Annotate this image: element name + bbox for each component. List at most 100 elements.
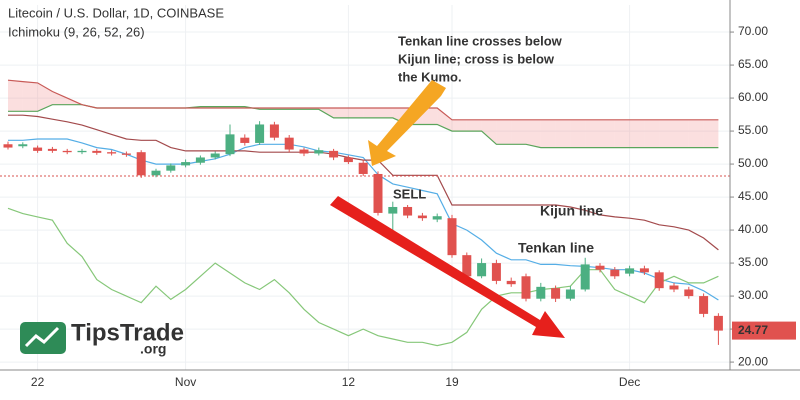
logo-icon bbox=[20, 322, 66, 354]
cloud-segment bbox=[52, 91, 68, 105]
candle-body bbox=[447, 218, 457, 256]
candles bbox=[3, 121, 723, 345]
candle-body bbox=[432, 216, 442, 220]
candle-body bbox=[18, 144, 28, 147]
candle-body bbox=[121, 153, 131, 155]
logo: TipsTrade .org bbox=[20, 319, 184, 357]
annotation-line: the Kumo. bbox=[398, 69, 462, 84]
cloud-segment bbox=[437, 107, 452, 132]
y-tick-label: 60.00 bbox=[738, 90, 768, 104]
annotation-line: Kijun line; cross is below bbox=[398, 51, 555, 66]
candle-body bbox=[595, 265, 605, 270]
x-tick-label: 19 bbox=[445, 375, 459, 389]
candle-body bbox=[151, 170, 161, 176]
candle-body bbox=[639, 268, 649, 273]
cloud-segment bbox=[466, 119, 482, 132]
cloud-segment bbox=[422, 107, 438, 125]
candle-body bbox=[654, 272, 664, 289]
cloud-segment bbox=[333, 107, 349, 118]
indicator-line bbox=[8, 114, 719, 251]
kijun-label: Kijun line bbox=[540, 203, 603, 219]
candle-body bbox=[388, 206, 398, 214]
cloud-segment bbox=[348, 107, 364, 118]
candle-body bbox=[684, 289, 694, 297]
x-tick-label: Dec bbox=[619, 375, 640, 389]
candle-body bbox=[699, 296, 709, 314]
cloud-segment bbox=[22, 81, 38, 112]
candle-body bbox=[551, 288, 561, 299]
x-tick-label: Nov bbox=[175, 375, 196, 389]
logo-name: TipsTrade bbox=[71, 319, 184, 346]
candle-body bbox=[713, 315, 723, 331]
axes: 20.0025.0030.0035.0040.0045.0050.0055.00… bbox=[31, 24, 796, 389]
candle-body bbox=[210, 153, 220, 158]
y-tick-label: 70.00 bbox=[738, 24, 768, 38]
y-tick-label: 35.00 bbox=[738, 255, 768, 269]
candle-body bbox=[107, 152, 117, 154]
cloud-segment bbox=[644, 119, 660, 148]
cloud-segment bbox=[614, 119, 630, 148]
candle-body bbox=[521, 276, 531, 299]
candle-body bbox=[62, 150, 72, 153]
annotation-line: Tenkan line crosses below bbox=[398, 33, 563, 48]
candle-body bbox=[166, 165, 176, 171]
candle-body bbox=[195, 157, 205, 163]
candle-body bbox=[269, 124, 279, 138]
y-tick-label: 50.00 bbox=[738, 156, 768, 170]
y-tick-label: 45.00 bbox=[738, 189, 768, 203]
chart-subtitle: Ichimoku (9, 26, 52, 26) bbox=[8, 24, 145, 39]
cloud-segment bbox=[363, 107, 378, 118]
candle-body bbox=[580, 264, 590, 290]
candle-body bbox=[358, 162, 368, 174]
cloud-segment bbox=[703, 119, 719, 148]
cloud-segment bbox=[688, 119, 704, 148]
tenkan-label: Tenkan line bbox=[518, 240, 594, 256]
cloud bbox=[8, 80, 719, 148]
candle-body bbox=[506, 280, 516, 285]
candle-body bbox=[403, 206, 413, 216]
candle-body bbox=[77, 150, 87, 153]
cloud-segment bbox=[481, 119, 497, 145]
candle-body bbox=[565, 289, 575, 299]
last-price-box bbox=[732, 321, 796, 340]
y-tick-label: 30.00 bbox=[738, 288, 768, 302]
candle-body bbox=[33, 147, 43, 151]
candle-body bbox=[92, 150, 102, 153]
senkou-b-line bbox=[7, 79, 719, 121]
cloud-segment bbox=[496, 119, 512, 145]
cloud-segment bbox=[555, 119, 571, 148]
cloud-segment bbox=[674, 119, 689, 148]
cloud-segment bbox=[378, 107, 393, 118]
candle-body bbox=[255, 124, 265, 143]
candle-body bbox=[491, 263, 501, 281]
candle-body bbox=[343, 157, 353, 163]
candle-body bbox=[3, 144, 13, 148]
logo-suffix: .org bbox=[140, 341, 166, 357]
y-tick-label: 65.00 bbox=[738, 57, 768, 71]
trend-arrow bbox=[330, 196, 565, 338]
cloud-segment bbox=[452, 119, 467, 132]
chart-title: Litecoin / U.S. Dollar, 1D, COINBASE bbox=[8, 5, 224, 20]
y-tick-label: 20.00 bbox=[738, 354, 768, 368]
y-tick-label: 55.00 bbox=[738, 123, 768, 137]
candle-body bbox=[536, 286, 546, 299]
signal-label: SELL bbox=[393, 186, 426, 201]
candle-body bbox=[240, 137, 250, 143]
cloud-segment bbox=[526, 119, 541, 148]
candle-body bbox=[417, 215, 427, 219]
cloud-segment bbox=[600, 119, 615, 148]
cloud-segment bbox=[511, 119, 526, 145]
candle-body bbox=[329, 150, 339, 158]
candle-body bbox=[47, 148, 57, 151]
pointer-arrow bbox=[368, 80, 446, 166]
candle-body bbox=[299, 149, 309, 154]
candle-body bbox=[625, 268, 635, 274]
candle-body bbox=[477, 263, 487, 277]
cloud-segment bbox=[570, 119, 586, 148]
cloud-segment bbox=[585, 119, 600, 148]
candle-body bbox=[669, 285, 679, 290]
candle-body bbox=[462, 255, 472, 277]
cloud-segment bbox=[8, 80, 23, 112]
